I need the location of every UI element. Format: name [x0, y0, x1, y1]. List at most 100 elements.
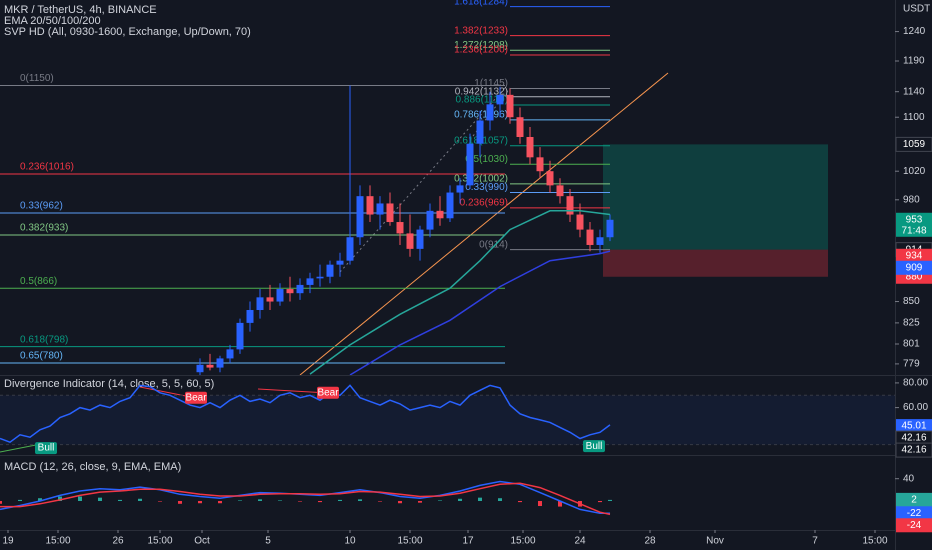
chart-title: MKR / TetherUS, 4h, BINANCE — [4, 4, 157, 16]
candle-body — [226, 349, 234, 359]
candle-body — [526, 136, 534, 158]
histogram-bar — [198, 501, 202, 504]
fib-label: 0(914) — [479, 239, 508, 250]
y-tick-label: 1100 — [903, 112, 925, 123]
y-tick-label: 801 — [903, 339, 920, 350]
candle-body — [586, 229, 594, 245]
fib-label: 0.942(1132) — [455, 86, 508, 97]
price-tag — [896, 260, 932, 275]
fib-label: 0.236(1016) — [20, 162, 74, 173]
candle-body — [466, 143, 474, 186]
candle-body — [476, 120, 484, 144]
histogram-bar — [298, 501, 302, 502]
plot-area: 0(1150) 0.236(1016) 0.33(962) 0.382(933) 0.5… — [0, 0, 828, 375]
candle-body — [486, 104, 494, 121]
y-tick-label: 1140 — [903, 86, 925, 97]
price-tag — [896, 212, 932, 227]
histogram-bar — [538, 501, 542, 507]
candle-body — [456, 185, 464, 193]
histogram-bar — [598, 501, 602, 503]
histogram-bar — [478, 497, 482, 502]
fib-label: 0.786(1096) — [454, 109, 508, 120]
histogram-bar — [458, 498, 462, 502]
countdown: 71:48 — [901, 225, 926, 236]
price-tag-label: -24 — [907, 520, 922, 531]
annotation-label: Bull — [38, 443, 55, 454]
price-tag — [896, 419, 932, 434]
x-tick-label: 24 — [574, 536, 586, 547]
histogram-bar — [58, 496, 62, 502]
x-tick-label: 15:00 — [147, 536, 172, 547]
price-tag — [896, 518, 932, 533]
price-tag-label: 953 — [906, 214, 923, 225]
histogram-bar — [498, 498, 502, 502]
candle-body — [196, 364, 204, 373]
candle-body — [516, 117, 524, 137]
histogram-bar — [438, 500, 442, 502]
y-tick-label: 60.00 — [903, 402, 928, 413]
price-tag-label: 45.01 — [901, 421, 926, 432]
x-tick-label: 15:00 — [45, 536, 70, 547]
price-tag-label: 880 — [906, 271, 923, 282]
histogram-bar — [78, 496, 82, 502]
candle-body — [506, 94, 514, 118]
annotation-box — [35, 442, 57, 455]
x-tick-label: Nov — [706, 536, 724, 547]
x-tick-label: 5 — [265, 536, 271, 547]
candle-body — [366, 196, 374, 215]
candle-body — [336, 260, 344, 265]
x-tick-label: 26 — [112, 536, 124, 547]
candle-body — [576, 214, 584, 230]
trend-line — [299, 72, 669, 375]
fib-label: 1.236(1200) — [454, 45, 508, 56]
indicator-label: EMA 20/50/100/200 — [4, 15, 101, 27]
fib-label: 0.382(933) — [20, 223, 68, 234]
price-tag-label: 42.16 — [901, 433, 926, 444]
fib-label: 0.33(962) — [20, 201, 63, 212]
annotation-label: Bear — [317, 387, 339, 398]
histogram-bar — [338, 499, 342, 502]
position-stop — [603, 249, 828, 277]
histogram-bar — [258, 499, 262, 502]
y-tick-label: 850 — [903, 296, 920, 307]
histogram-bar — [418, 501, 422, 503]
annotation-label: Bear — [185, 392, 207, 403]
candle-body — [346, 237, 354, 261]
x-tick-label: 10 — [344, 536, 356, 547]
price-tag — [895, 136, 932, 152]
y-tick-label: 40 — [903, 473, 915, 484]
plot-area — [0, 384, 895, 446]
histogram-bar — [98, 497, 102, 502]
fib-trend-line — [339, 87, 506, 273]
y-tick-label: 825 — [903, 318, 920, 329]
series-line — [0, 482, 611, 516]
price-tag — [896, 506, 932, 521]
candle-body — [246, 310, 254, 323]
candle-body — [446, 192, 454, 219]
histogram-bar — [138, 498, 142, 502]
fib-label: 1(1145) — [474, 78, 508, 89]
fib-label: 1.618(1284) — [454, 0, 508, 7]
candle-body — [376, 203, 384, 215]
y-tick-label: 779 — [903, 359, 920, 370]
histogram-bar — [178, 501, 182, 504]
candle-body — [326, 264, 334, 277]
histogram-bar — [18, 499, 22, 502]
candle-body — [316, 276, 324, 279]
histogram-bar — [318, 501, 322, 503]
histogram-bar — [158, 501, 162, 502]
histogram-bar — [278, 500, 282, 502]
histogram-bar — [558, 501, 562, 507]
histogram-bar — [608, 499, 612, 502]
histogram-bar — [358, 499, 362, 502]
candle-body — [266, 297, 274, 302]
fib-label: 1.382(1233) — [454, 25, 508, 36]
candle-body — [206, 364, 214, 368]
fib-label: 0.886(1119) — [456, 95, 508, 106]
y-tick-label: 80.00 — [903, 378, 928, 389]
candle-body — [606, 219, 614, 238]
x-tick-label: 17 — [462, 536, 474, 547]
candle-body — [416, 229, 424, 249]
